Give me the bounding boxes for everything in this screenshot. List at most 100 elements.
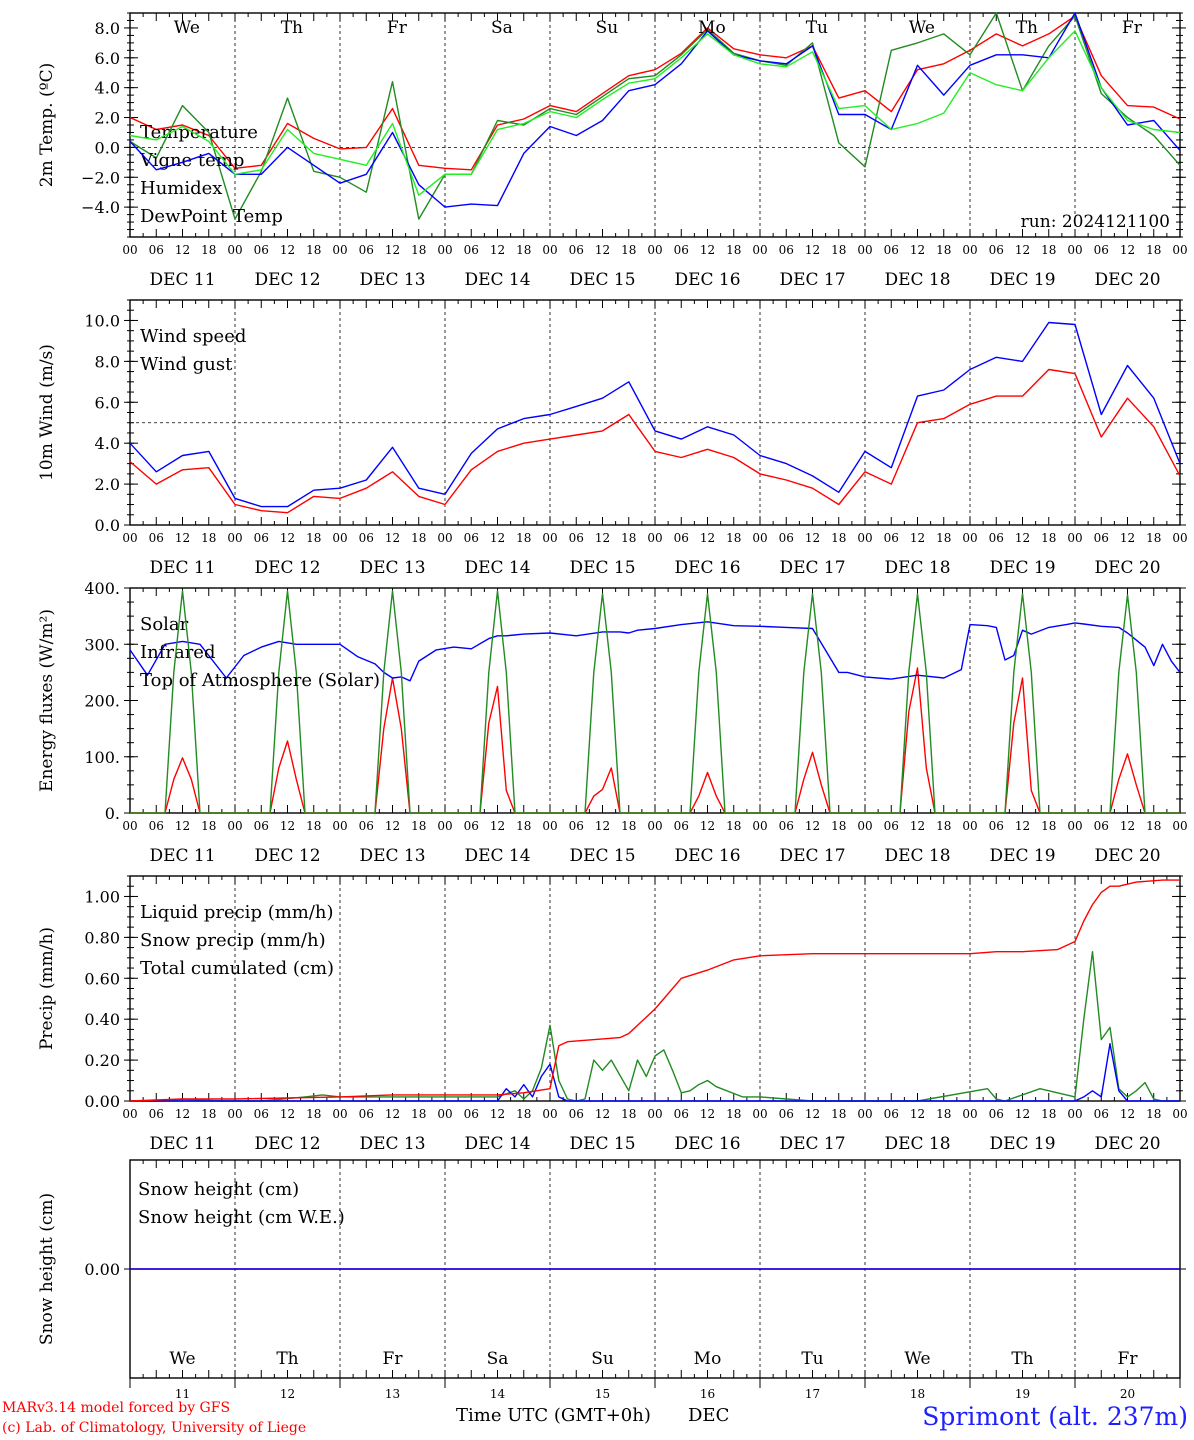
y-tick-label: 4.0	[95, 434, 120, 453]
panel-1: 8.0 6.0 4.0 2.0 0.0 −2.0 −4.0 2m Temp. (ºC) Temp…	[37, 12, 1188, 290]
hour-tick-label: 06	[149, 531, 164, 545]
date-label: DEC 13	[359, 558, 425, 578]
hour-tick-label: 12	[595, 531, 610, 545]
weekday-label: We	[909, 18, 935, 38]
weekday-label: Mo	[694, 1349, 722, 1369]
hour-tick-label: 00	[647, 819, 662, 833]
hour-tick-label: 12	[385, 531, 400, 545]
hour-tick-label: 00	[227, 819, 242, 833]
y-tick-label: 1.00	[84, 887, 120, 906]
y-tick-label: 300.	[84, 635, 120, 654]
day-number-label: 19	[1015, 1387, 1030, 1401]
date-label: DEC 19	[989, 270, 1055, 290]
hour-tick-label: 12	[280, 1107, 295, 1121]
hour-tick-label: 18	[201, 819, 216, 833]
hour-tick-label: 12	[805, 819, 820, 833]
hour-tick-label: 06	[1094, 243, 1109, 257]
hour-tick-label: 12	[700, 819, 715, 833]
series-line-humidex	[129, 12, 1181, 208]
hour-tick-label: 00	[122, 243, 137, 257]
date-label: DEC 12	[254, 1134, 320, 1154]
series-line-vigne-temp	[129, 12, 1181, 220]
weekday-label: Sa	[487, 1349, 509, 1369]
series-line-total-cumulated-cm-	[129, 879, 1180, 1102]
hour-tick-label: 18	[1041, 531, 1056, 545]
hour-tick-label: 00	[1172, 243, 1187, 257]
date-label: DEC 11	[149, 1134, 215, 1154]
weekday-label: Mo	[698, 18, 726, 38]
y-tick-label: 10.0	[84, 311, 120, 330]
series-line-wind-gust	[129, 321, 1181, 508]
panel-3: 400. 300. 200. 100. 0. Energy fluxes (W/m²) So…	[37, 579, 1188, 866]
hour-tick-label: 12	[280, 531, 295, 545]
hour-tick-label: 18	[1146, 531, 1161, 545]
legend-entry: Total cumulated (cm)	[140, 958, 334, 979]
hour-tick-label: 12	[280, 819, 295, 833]
y-tick-label: 8.0	[95, 352, 120, 371]
hour-tick-label: 18	[621, 531, 636, 545]
weekday-label: Fr	[387, 18, 408, 38]
hour-tick-label: 12	[175, 1107, 190, 1121]
hour-tick-label: 00	[227, 1107, 242, 1121]
day-number-label: 16	[700, 1387, 715, 1401]
weekday-label: We	[174, 18, 200, 38]
hour-tick-label: 18	[306, 531, 321, 545]
hour-tick-label: 00	[437, 1107, 452, 1121]
hour-tick-label: 06	[884, 531, 899, 545]
hour-tick-label: 00	[962, 1107, 977, 1121]
date-label: DEC 17	[779, 558, 845, 578]
hour-tick-label: 00	[857, 531, 872, 545]
weekday-label: Su	[591, 1349, 614, 1369]
hour-tick-label: 06	[779, 531, 794, 545]
hour-tick-label: 18	[1146, 1107, 1161, 1121]
weekday-label: Fr	[1118, 1349, 1139, 1369]
date-label: DEC 18	[884, 558, 950, 578]
hour-tick-label: 06	[779, 819, 794, 833]
hour-tick-label: 18	[621, 243, 636, 257]
hour-tick-label: 00	[962, 819, 977, 833]
hour-tick-label: 06	[1094, 531, 1109, 545]
hour-tick-label: 00	[962, 531, 977, 545]
hour-tick-label: 18	[831, 819, 846, 833]
hour-tick-label: 06	[254, 819, 269, 833]
hour-tick-label: 18	[516, 819, 531, 833]
hour-tick-label: 12	[595, 1107, 610, 1121]
run-label: run: 2024121100	[1021, 212, 1170, 232]
date-label: DEC 16	[674, 846, 740, 866]
hour-tick-label: 00	[332, 819, 347, 833]
date-label: DEC 17	[779, 1134, 845, 1154]
weekday-label: Th	[1011, 1349, 1033, 1369]
y-axis-title: Snow height (cm)	[37, 1193, 57, 1345]
legend-entry: Snow height (cm W.E.)	[138, 1207, 345, 1228]
hour-tick-label: 12	[385, 1107, 400, 1121]
hour-tick-label: 06	[674, 819, 689, 833]
hour-tick-label: 18	[1041, 243, 1056, 257]
hour-tick-label: 18	[726, 531, 741, 545]
date-label: DEC 13	[359, 846, 425, 866]
legend-entry: Solar	[140, 614, 189, 635]
hour-tick-label: 18	[621, 819, 636, 833]
hour-tick-label: 00	[857, 819, 872, 833]
weekday-label: Fr	[1122, 18, 1143, 38]
hour-tick-label: 12	[910, 1107, 925, 1121]
date-label: DEC 15	[569, 846, 635, 866]
hour-tick-label: 00	[647, 531, 662, 545]
hour-tick-label: 06	[989, 531, 1004, 545]
hour-tick-label: 18	[1146, 243, 1161, 257]
plot-frame	[129, 299, 1181, 526]
date-label: DEC 11	[149, 270, 215, 290]
hour-tick-label: 18	[516, 1107, 531, 1121]
hour-tick-label: 18	[936, 819, 951, 833]
date-label: DEC 17	[779, 270, 845, 290]
date-label: DEC 15	[569, 270, 635, 290]
date-label: DEC 16	[674, 558, 740, 578]
y-tick-label: 0.00	[84, 1260, 120, 1279]
hour-tick-label: 06	[359, 243, 374, 257]
date-label: DEC 12	[254, 558, 320, 578]
hour-tick-label: 18	[726, 1107, 741, 1121]
hour-tick-label: 06	[884, 243, 899, 257]
y-tick-label: 4.0	[95, 79, 120, 98]
series-line-dewpoint-temp	[129, 30, 1181, 196]
y-tick-label: 6.0	[95, 393, 120, 412]
